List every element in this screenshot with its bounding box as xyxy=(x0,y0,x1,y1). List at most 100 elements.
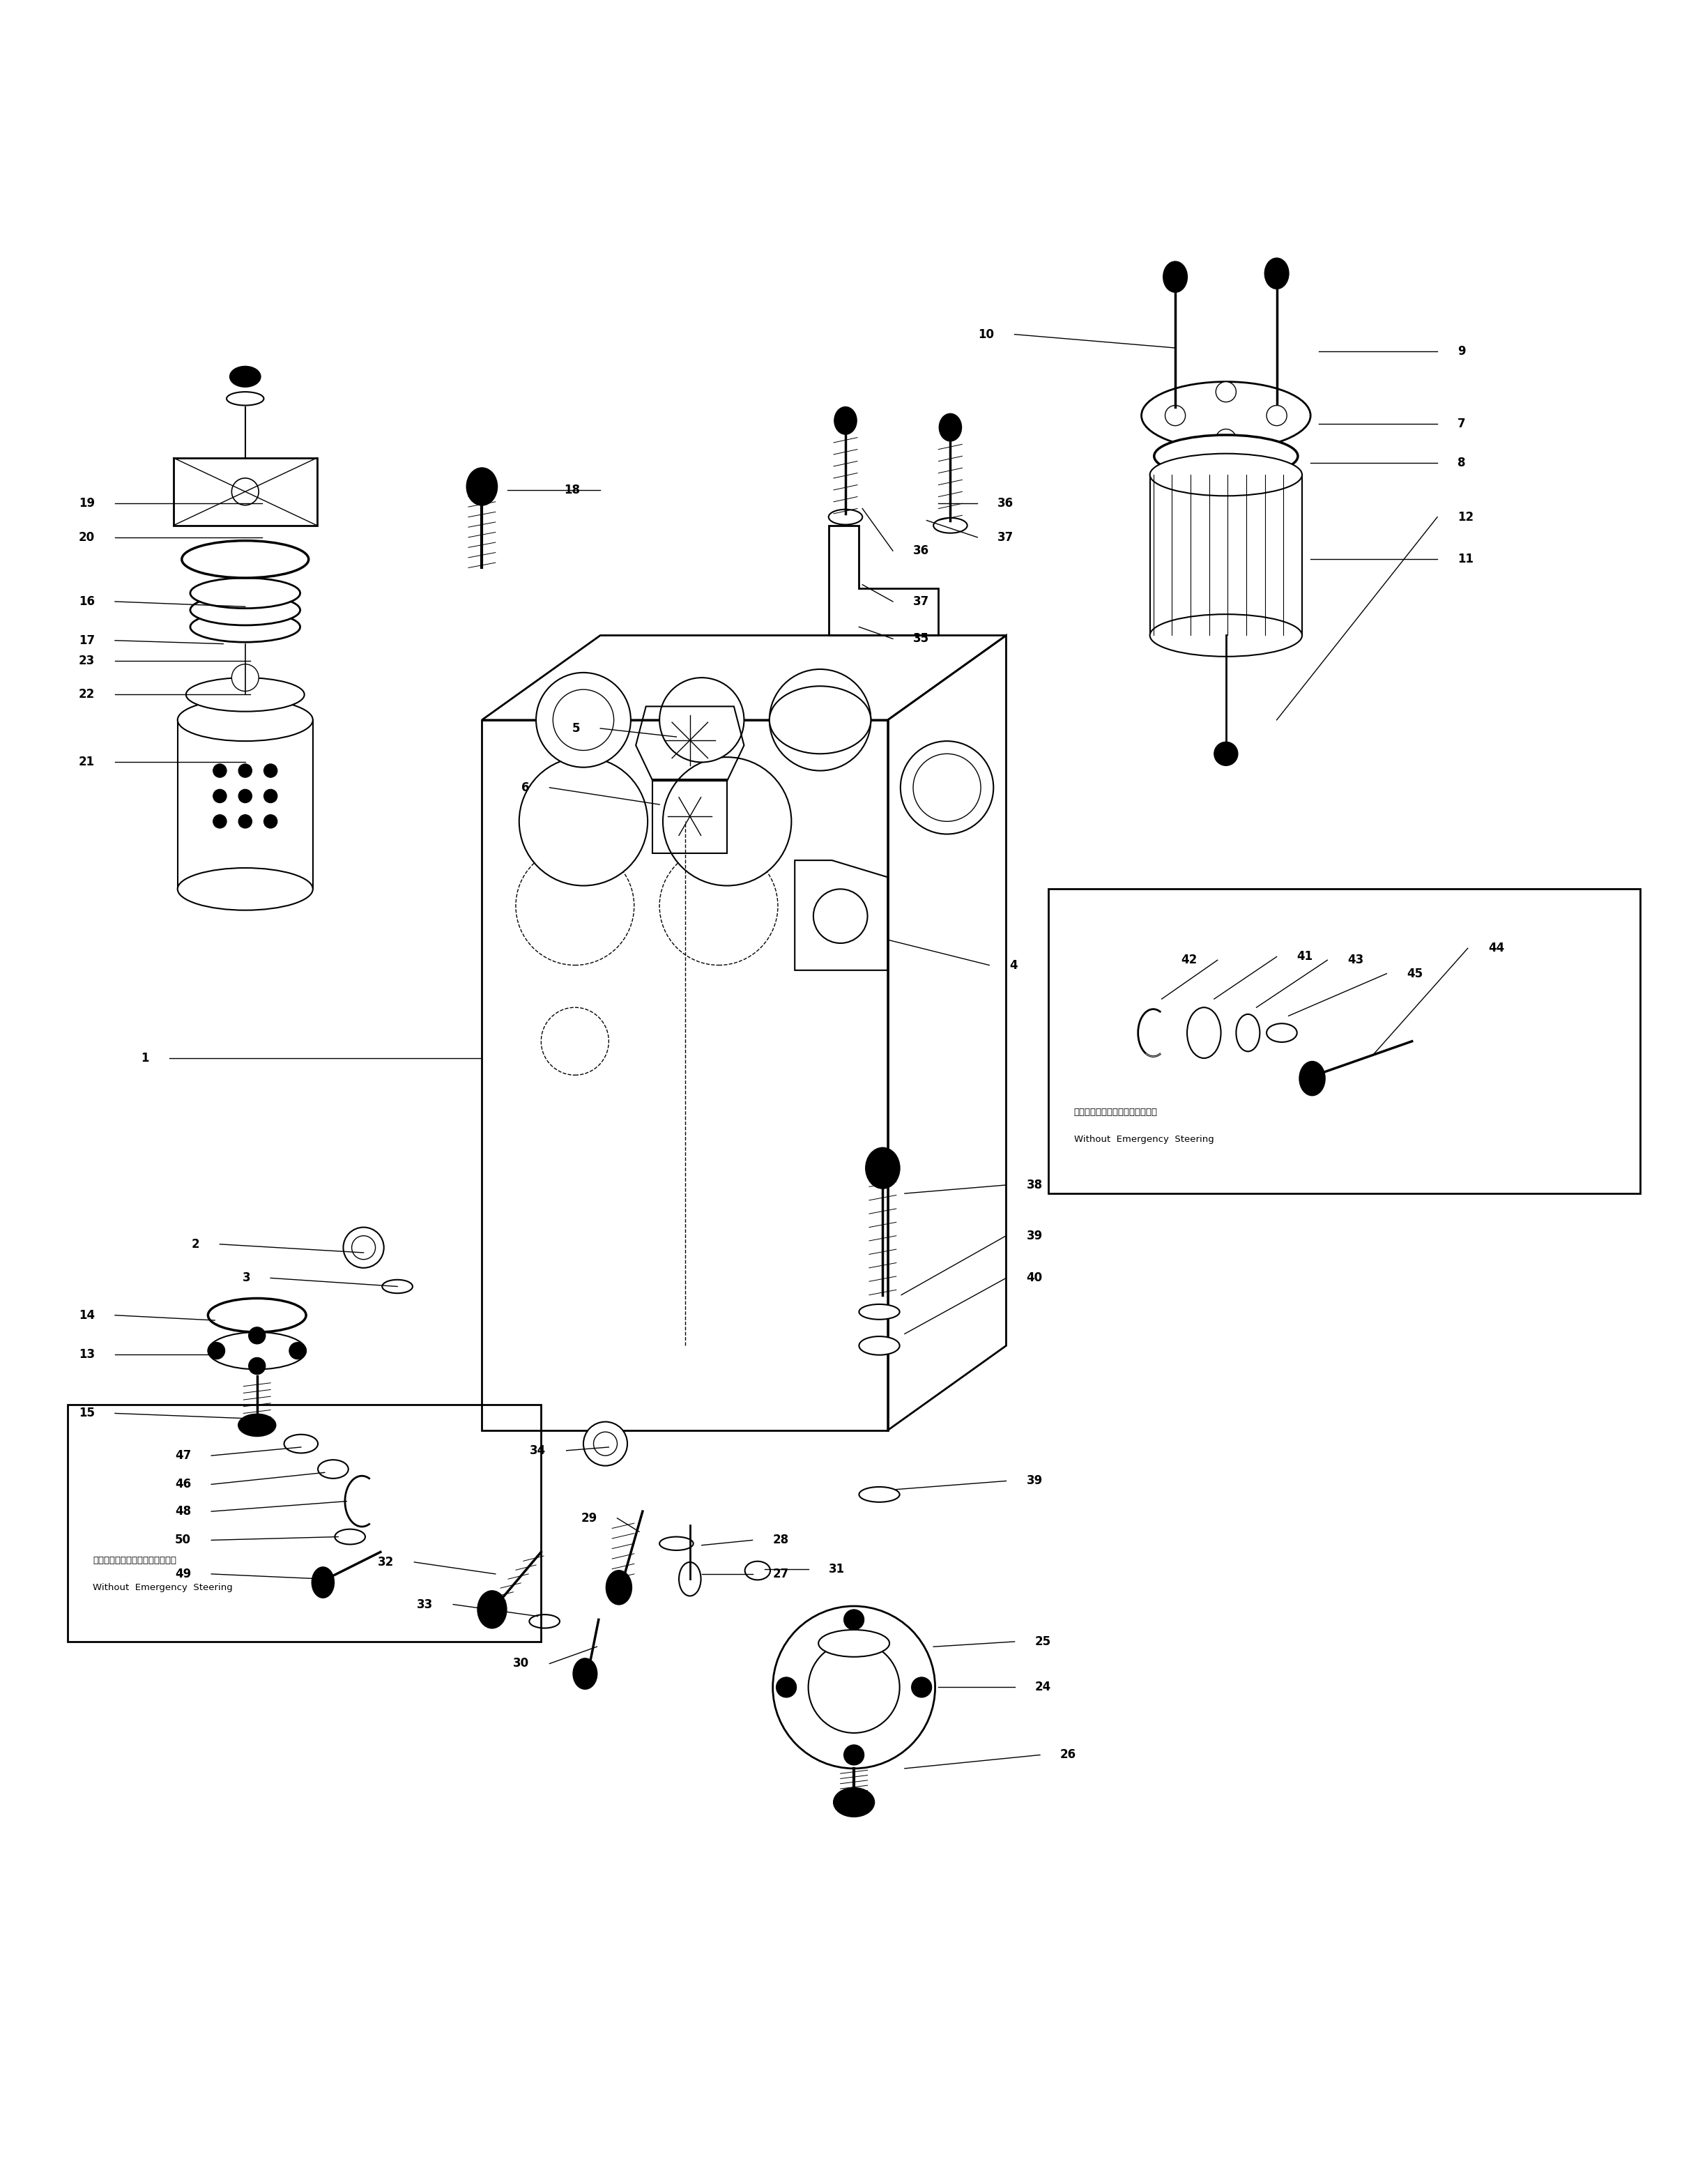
Circle shape xyxy=(541,1007,609,1075)
Ellipse shape xyxy=(284,1435,318,1452)
Ellipse shape xyxy=(940,413,960,441)
Ellipse shape xyxy=(181,542,308,579)
Text: 22: 22 xyxy=(78,688,95,701)
Text: 34: 34 xyxy=(529,1444,546,1457)
Text: 28: 28 xyxy=(773,1533,790,1546)
Text: 48: 48 xyxy=(174,1505,191,1518)
Text: 18: 18 xyxy=(565,483,580,496)
Text: エマージェンシステアリングなし: エマージェンシステアリングなし xyxy=(1074,1107,1157,1116)
Ellipse shape xyxy=(1236,1013,1260,1051)
Text: 16: 16 xyxy=(79,596,95,607)
Circle shape xyxy=(1216,382,1236,402)
Text: 36: 36 xyxy=(913,544,930,557)
Text: 50: 50 xyxy=(176,1533,191,1546)
Text: 12: 12 xyxy=(1458,511,1475,524)
Circle shape xyxy=(1216,428,1236,450)
Text: 2: 2 xyxy=(191,1238,200,1251)
Text: 39: 39 xyxy=(1026,1474,1043,1487)
Ellipse shape xyxy=(933,518,967,533)
Ellipse shape xyxy=(189,579,301,609)
Ellipse shape xyxy=(605,1570,632,1605)
Circle shape xyxy=(776,1677,796,1697)
Ellipse shape xyxy=(866,1149,900,1188)
Bar xyxy=(482,721,888,1431)
Ellipse shape xyxy=(189,594,301,625)
Text: 9: 9 xyxy=(1458,345,1466,358)
Circle shape xyxy=(1214,743,1238,767)
Ellipse shape xyxy=(178,699,313,740)
Text: 38: 38 xyxy=(1026,1179,1043,1190)
Text: 45: 45 xyxy=(1407,968,1424,981)
Ellipse shape xyxy=(829,509,862,524)
Text: 26: 26 xyxy=(1060,1749,1077,1760)
Circle shape xyxy=(773,1605,935,1769)
Text: 35: 35 xyxy=(913,633,930,644)
Text: 31: 31 xyxy=(829,1562,846,1575)
Text: 29: 29 xyxy=(580,1511,597,1524)
Ellipse shape xyxy=(1163,262,1187,293)
Ellipse shape xyxy=(1150,454,1302,496)
Ellipse shape xyxy=(311,1568,335,1599)
Circle shape xyxy=(213,788,227,804)
Ellipse shape xyxy=(769,686,871,753)
Text: 21: 21 xyxy=(78,756,95,769)
Text: 49: 49 xyxy=(174,1568,191,1581)
Circle shape xyxy=(213,764,227,778)
Circle shape xyxy=(238,788,252,804)
Text: 46: 46 xyxy=(174,1479,191,1492)
Circle shape xyxy=(813,889,867,943)
Text: 25: 25 xyxy=(1035,1636,1052,1649)
Text: 14: 14 xyxy=(78,1308,95,1321)
Text: 37: 37 xyxy=(913,596,930,607)
Circle shape xyxy=(583,1422,627,1465)
Text: 36: 36 xyxy=(998,498,1015,509)
Ellipse shape xyxy=(818,1629,889,1658)
Ellipse shape xyxy=(1187,1007,1221,1059)
Circle shape xyxy=(208,1343,225,1358)
Text: 4: 4 xyxy=(1010,959,1018,972)
Text: 8: 8 xyxy=(1458,456,1466,470)
Ellipse shape xyxy=(1141,382,1311,450)
Text: エマージェンシステアリングなし: エマージェンシステアリングなし xyxy=(93,1555,176,1566)
Circle shape xyxy=(663,758,791,887)
Circle shape xyxy=(844,1610,864,1629)
Ellipse shape xyxy=(659,1538,693,1551)
Circle shape xyxy=(264,764,277,778)
Ellipse shape xyxy=(1265,258,1289,288)
Ellipse shape xyxy=(859,1487,900,1503)
Text: 44: 44 xyxy=(1488,941,1505,954)
Circle shape xyxy=(808,1642,900,1732)
Circle shape xyxy=(594,1433,617,1455)
Text: 37: 37 xyxy=(998,531,1015,544)
Bar xyxy=(1150,474,1302,636)
Ellipse shape xyxy=(186,677,304,712)
Text: 40: 40 xyxy=(1026,1271,1043,1284)
Circle shape xyxy=(249,1328,265,1343)
Ellipse shape xyxy=(680,1562,702,1597)
Ellipse shape xyxy=(208,1297,306,1332)
Circle shape xyxy=(659,847,778,965)
Ellipse shape xyxy=(230,367,260,387)
Ellipse shape xyxy=(1300,1061,1326,1096)
Ellipse shape xyxy=(189,612,301,642)
Ellipse shape xyxy=(238,1415,276,1437)
Text: 15: 15 xyxy=(79,1406,95,1420)
Bar xyxy=(653,780,727,854)
Bar xyxy=(178,721,313,889)
Ellipse shape xyxy=(859,1337,900,1354)
Text: 39: 39 xyxy=(1026,1230,1043,1243)
Ellipse shape xyxy=(913,753,981,821)
Text: 23: 23 xyxy=(78,655,95,666)
Text: 27: 27 xyxy=(773,1568,790,1581)
Ellipse shape xyxy=(479,1590,507,1627)
Circle shape xyxy=(1165,406,1185,426)
Text: 1: 1 xyxy=(140,1053,149,1064)
Circle shape xyxy=(516,847,634,965)
Circle shape xyxy=(232,478,259,505)
Text: 33: 33 xyxy=(416,1599,433,1610)
Text: 43: 43 xyxy=(1348,954,1365,965)
Circle shape xyxy=(352,1236,375,1260)
Ellipse shape xyxy=(1153,435,1299,478)
Text: 42: 42 xyxy=(1180,954,1197,965)
Text: 47: 47 xyxy=(174,1450,191,1461)
